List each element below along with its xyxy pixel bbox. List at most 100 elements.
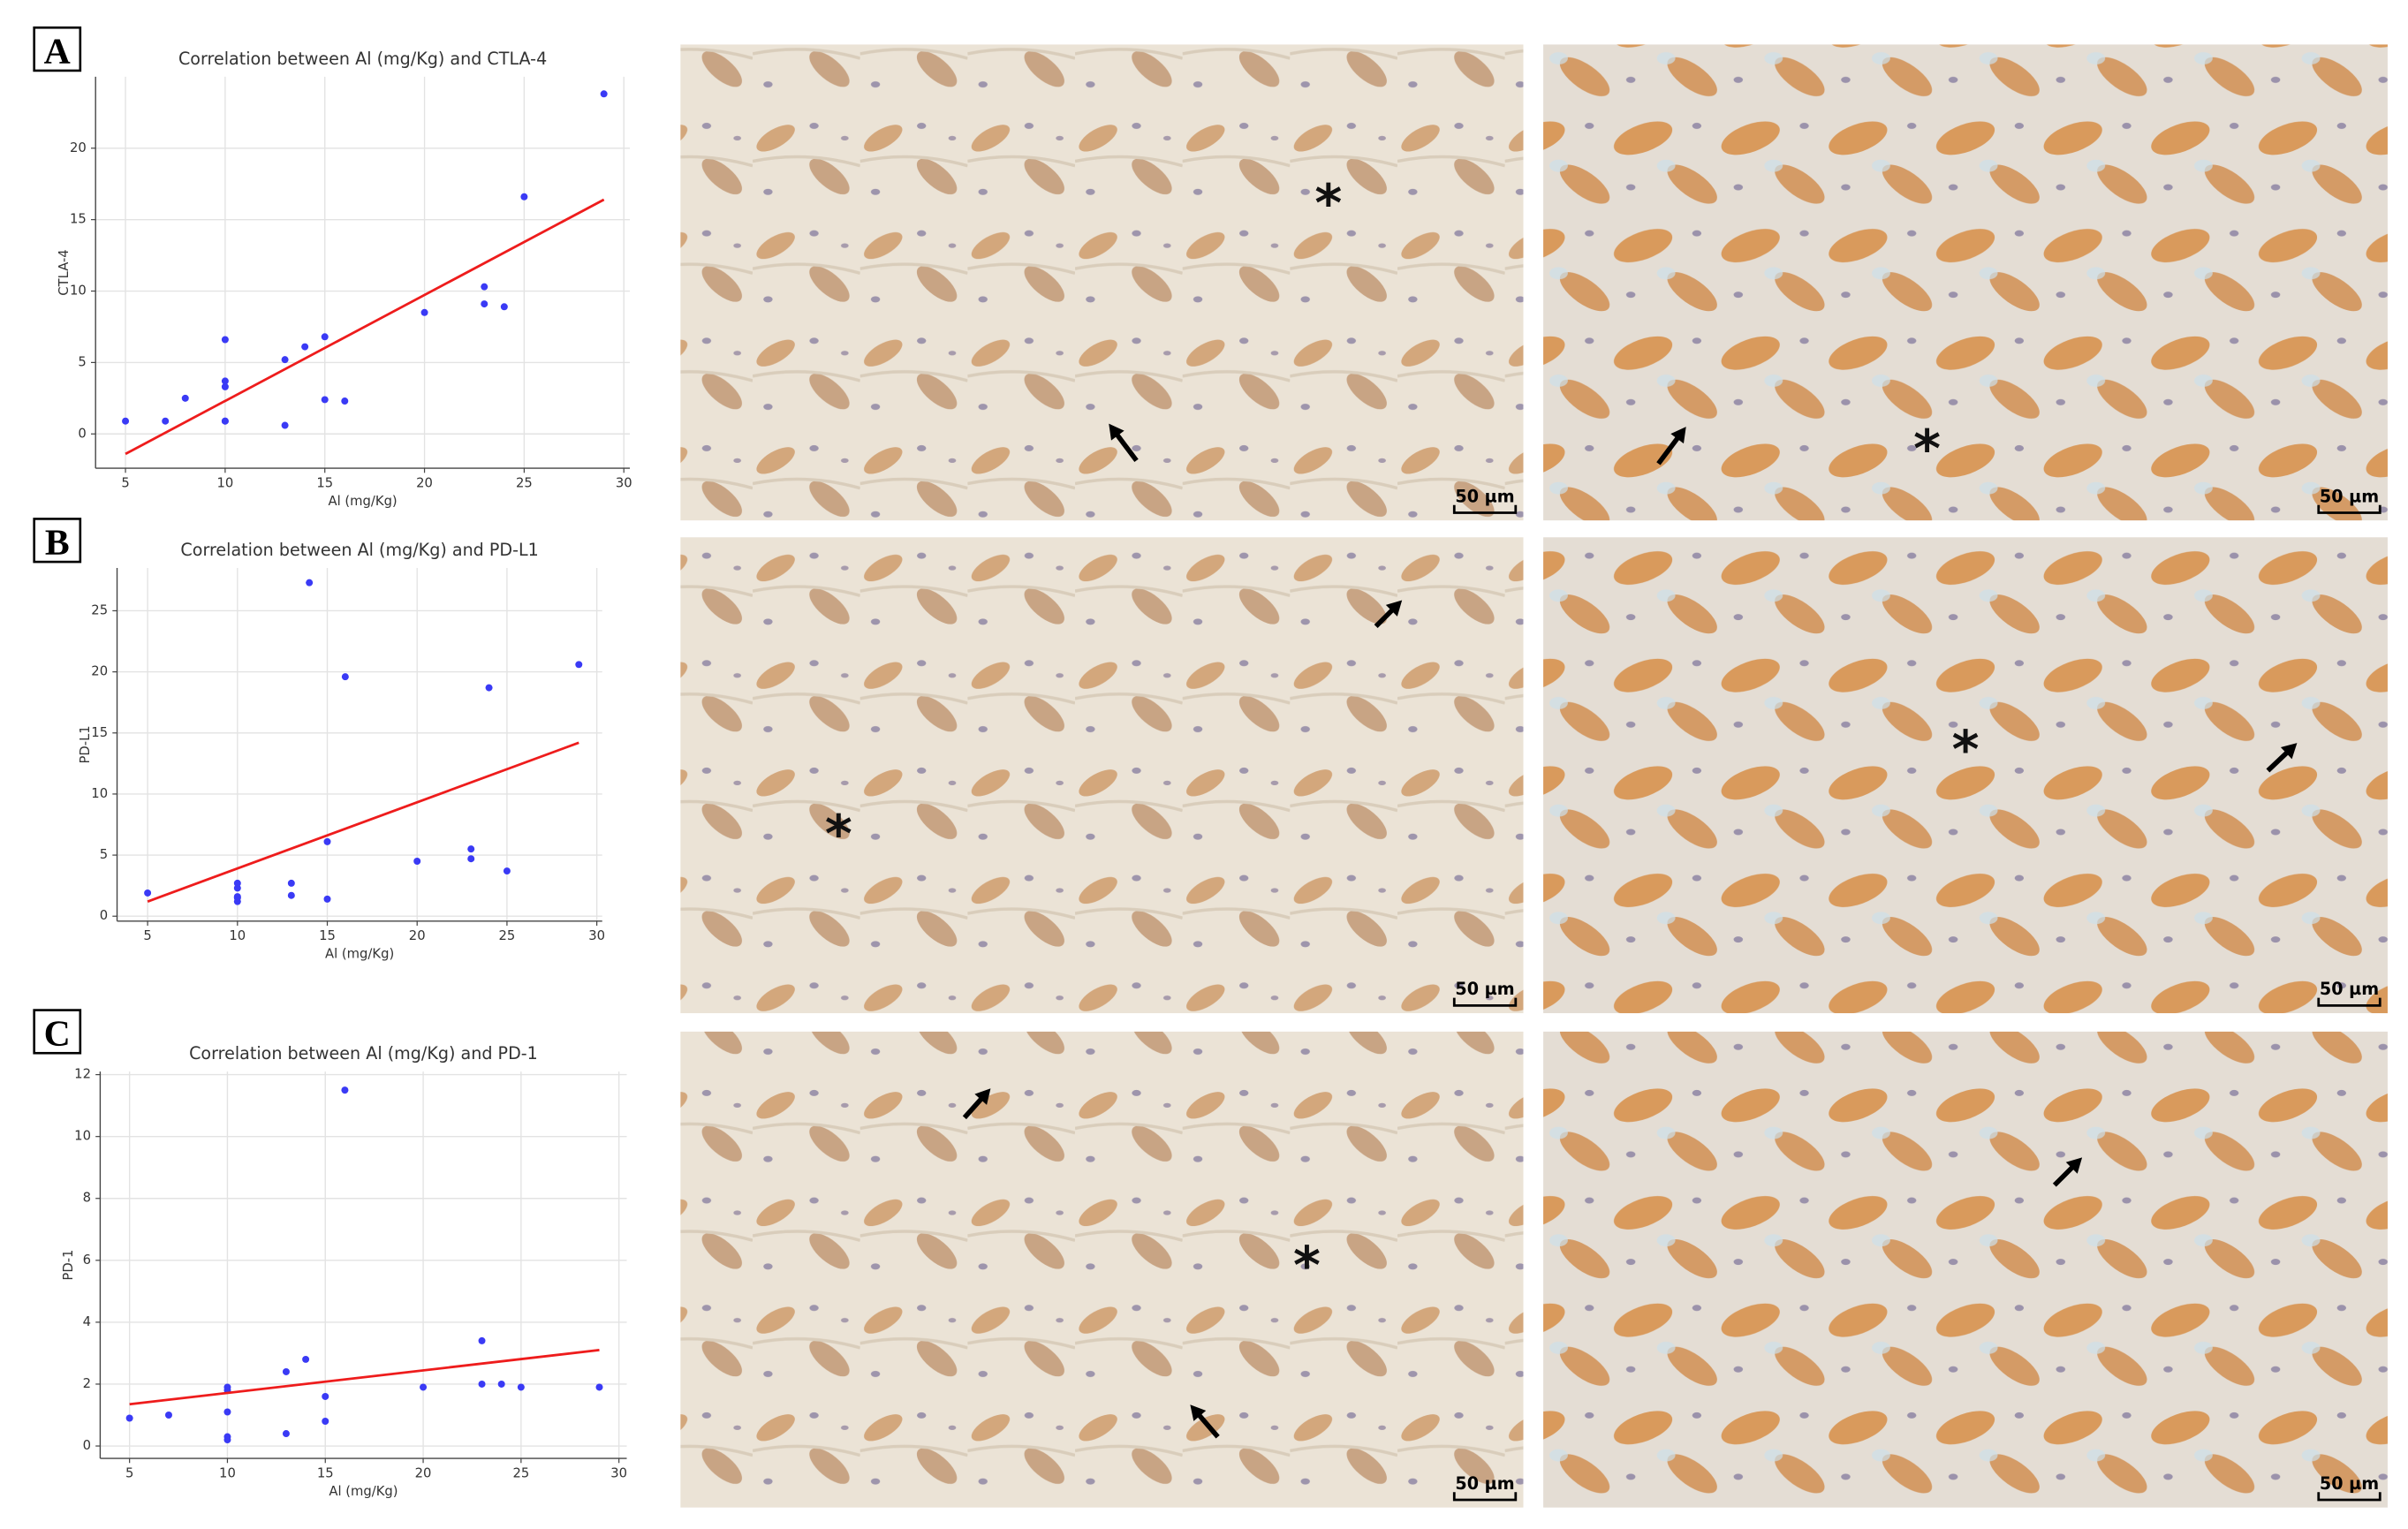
micrograph-image (1543, 1031, 2388, 1508)
x-axis-label: Al (mg/Kg) (325, 946, 394, 961)
chart: Correlation between Al (mg/Kg) and PD-L1… (78, 540, 605, 961)
data-point (164, 1412, 172, 1419)
micrograph: * 50 µm (680, 1031, 1524, 1508)
data-point (600, 90, 608, 98)
y-tick-label: 15 (91, 725, 108, 740)
y-tick-label: 8 (83, 1191, 91, 1206)
scale-bar-label: 50 µm (1455, 979, 1514, 999)
y-tick-label: 5 (78, 354, 86, 369)
data-point (575, 661, 583, 669)
scale-bar (1452, 504, 1518, 514)
data-point (322, 1392, 329, 1400)
y-tick-label: 12 (74, 1067, 91, 1082)
micrograph: * 50 µm (680, 537, 1524, 1014)
chart-title: Correlation between Al (mg/Kg) and CTLA-… (178, 49, 547, 69)
y-tick-label: 4 (83, 1314, 91, 1329)
y-tick-label: 25 (91, 602, 108, 617)
x-tick-label: 5 (121, 475, 129, 490)
data-point (478, 1336, 486, 1344)
data-point (500, 303, 508, 311)
arrow-head (1385, 600, 1403, 617)
data-point (467, 845, 475, 853)
scale-bar (2317, 997, 2381, 1007)
regression-line (147, 741, 579, 903)
data-point (420, 1383, 428, 1391)
y-axis-label: PD-1 (61, 1250, 76, 1281)
asterisk-marker: * (1314, 172, 1342, 233)
asterisk-marker: * (1913, 418, 1941, 479)
data-point (125, 1414, 133, 1422)
x-tick-label: 15 (317, 1465, 334, 1480)
asterisk-marker: * (1952, 719, 1980, 780)
scale-bar-label: 50 µm (2320, 1473, 2379, 1494)
chart-title: Correlation between Al (mg/Kg) and PD-1 (189, 1043, 538, 1063)
micrograph: 50 µm (1543, 1031, 2388, 1508)
scale-bar-label: 50 µm (1455, 1473, 1514, 1494)
chart: Correlation between Al (mg/Kg) and CTLA-… (57, 49, 632, 509)
data-point (302, 1355, 310, 1363)
data-point (221, 336, 229, 344)
panel-label-box (33, 26, 82, 72)
data-point (281, 421, 289, 429)
panel-label: A (44, 31, 71, 72)
panel-label: B (45, 522, 70, 563)
x-tick-label: 5 (125, 1465, 133, 1480)
scale-bar-label: 50 µm (2320, 979, 2379, 999)
data-point (420, 308, 428, 316)
data-point (233, 879, 241, 887)
y-tick-label: 0 (83, 1438, 91, 1453)
scale-bar-label: 50 µm (2320, 486, 2379, 506)
x-axis-label: Al (mg/Kg) (329, 1484, 398, 1499)
panel-label-box (33, 1009, 82, 1055)
y-axis-label: CTLA-4 (57, 249, 72, 295)
arrow-shaft (1656, 432, 1683, 466)
y-tick-label: 10 (70, 284, 87, 299)
data-point (281, 356, 289, 364)
arrow-head (1190, 1404, 1207, 1421)
x-tick-label: 25 (499, 928, 516, 943)
y-tick-label: 10 (91, 786, 108, 801)
data-point (282, 1430, 290, 1438)
y-tick-label: 10 (74, 1129, 91, 1144)
asterisk-marker: * (825, 804, 852, 865)
x-tick-label: 30 (616, 475, 632, 490)
data-point (144, 889, 152, 897)
y-tick-label: 20 (91, 664, 108, 679)
y-tick-label: 6 (83, 1253, 91, 1268)
data-point (287, 891, 295, 899)
data-point (233, 894, 241, 902)
x-tick-label: 10 (229, 928, 246, 943)
data-point (233, 884, 241, 892)
data-point (413, 857, 421, 865)
x-tick-label: 15 (316, 475, 333, 490)
panel-label-box (33, 518, 82, 564)
data-point (321, 396, 329, 404)
chart: Correlation between Al (mg/Kg) and PD-1 5… (61, 1043, 627, 1499)
x-tick-label: 20 (415, 1465, 432, 1480)
scale-bar (1452, 997, 1518, 1007)
y-tick-label: 15 (70, 212, 87, 227)
data-point (322, 1418, 329, 1426)
data-point (467, 855, 475, 863)
scale-bar (2317, 504, 2381, 514)
regression-line (129, 1349, 600, 1406)
data-point (221, 417, 229, 425)
data-point (221, 382, 229, 390)
y-tick-label: 2 (83, 1376, 91, 1391)
x-tick-label: 5 (143, 928, 151, 943)
arrow-head (2280, 743, 2298, 760)
x-tick-label: 25 (516, 475, 533, 490)
data-point (122, 417, 130, 425)
data-point (341, 397, 349, 405)
data-point (223, 1408, 231, 1416)
regression-line (125, 198, 605, 456)
micrograph: * 50 µm (1543, 537, 2388, 1014)
scale-bar-label: 50 µm (1455, 486, 1514, 506)
x-tick-label: 15 (319, 928, 336, 943)
data-point (221, 377, 229, 385)
data-point (341, 1086, 349, 1094)
data-point (323, 895, 331, 903)
data-point (181, 394, 189, 402)
